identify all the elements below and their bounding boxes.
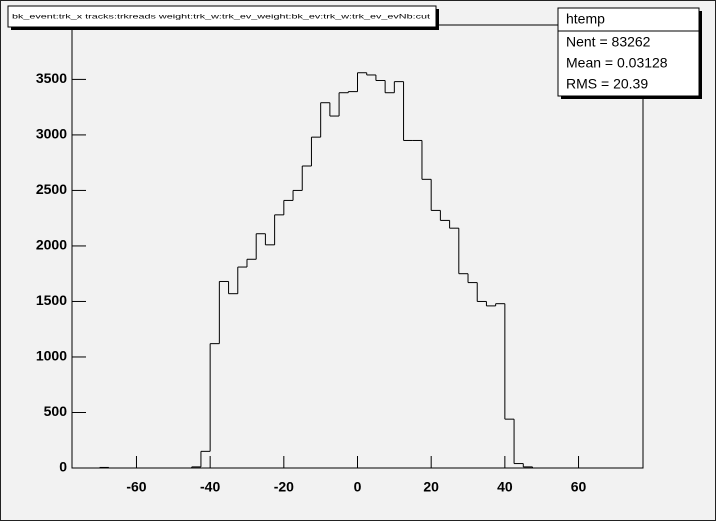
x-tick-label: 0 (354, 479, 362, 495)
stats-name: htemp (566, 11, 605, 27)
y-tick-label: 1500 (36, 292, 67, 308)
stats-line: Nent = 83262 (566, 34, 651, 50)
chart-title: bk_event:trk_x tracks:trkreads weight:tr… (12, 15, 431, 21)
stats-line: Mean = 0.03128 (566, 55, 668, 71)
stats-box (557, 7, 700, 97)
stats-line: RMS = 20.39 (566, 76, 648, 92)
y-tick-label: 3500 (36, 70, 67, 86)
title-box (7, 5, 437, 28)
x-tick-label: 60 (571, 479, 587, 495)
x-tick-label: -40 (200, 479, 220, 495)
x-tick-label: 20 (423, 479, 439, 495)
y-tick-label: 3000 (36, 126, 67, 142)
y-tick-label: 2000 (36, 237, 67, 253)
y-tick-label: 1000 (36, 348, 67, 364)
x-tick-label: 40 (497, 479, 513, 495)
y-tick-label: 0 (59, 459, 67, 475)
x-tick-label: -20 (274, 479, 294, 495)
plot-frame (71, 24, 644, 469)
y-tick-label: 500 (44, 403, 68, 419)
y-tick-label: 2500 (36, 181, 67, 197)
x-tick-label: -60 (126, 479, 146, 495)
